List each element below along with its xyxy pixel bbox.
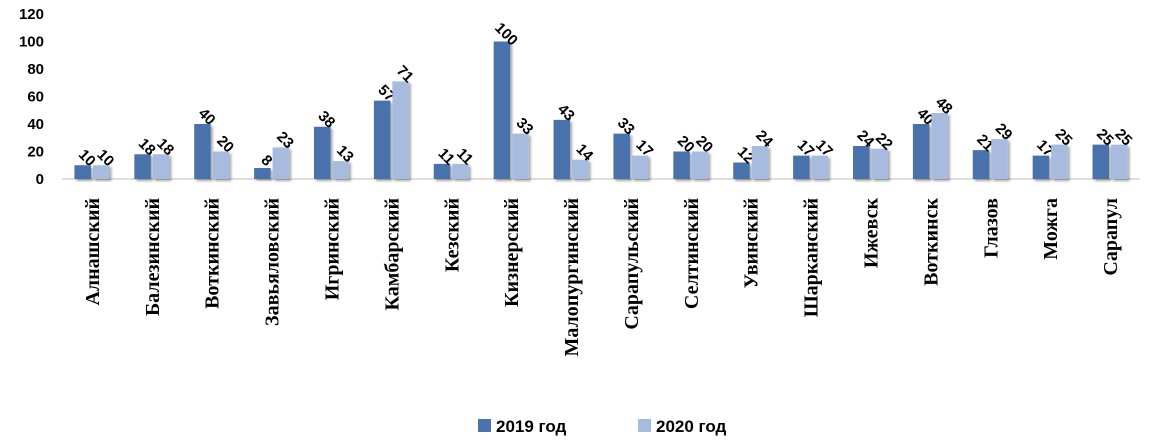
legend-swatch xyxy=(638,419,651,432)
bar-2020 xyxy=(751,146,769,179)
bar-2020 xyxy=(92,165,110,179)
category-label: Кизнерский xyxy=(501,198,523,307)
category-label: Балезинский xyxy=(142,198,164,316)
y-tick-label: 60 xyxy=(27,89,44,106)
bar-2020 xyxy=(212,151,230,179)
category-label: Шарканский xyxy=(801,198,823,317)
bar-2020 xyxy=(572,159,589,179)
bar-2019 xyxy=(194,124,211,179)
category-label: Глазов xyxy=(980,198,1002,258)
y-axis: 0 20 40 60 80 100 120 xyxy=(19,6,1140,188)
bar-2020 xyxy=(452,163,469,179)
category-label: Сарапульский xyxy=(621,198,643,330)
y-tick-label: 100 xyxy=(19,34,44,51)
bar-2019 xyxy=(553,119,571,179)
y-tick-label: 80 xyxy=(27,61,44,78)
bar-2019 xyxy=(254,168,271,179)
bar-2019 xyxy=(733,162,750,179)
bar-2020 xyxy=(931,113,948,179)
legend-swatch xyxy=(478,419,491,432)
bar-2020 xyxy=(691,151,709,179)
bar-2020 xyxy=(392,81,409,179)
y-tick-label: 120 xyxy=(19,6,44,23)
bar-2019 xyxy=(793,155,810,179)
bar-2019 xyxy=(972,150,990,179)
bar-2019 xyxy=(613,133,630,179)
bar-2020 xyxy=(631,155,649,179)
category-label: Малопургинский xyxy=(561,198,583,357)
bar-2019 xyxy=(493,41,511,179)
category-label: Кезский xyxy=(441,198,463,272)
bar-2020 xyxy=(871,148,888,179)
bar-2019 xyxy=(433,163,451,179)
bar-2020 xyxy=(1051,144,1068,179)
bar-2020 xyxy=(811,155,829,179)
bar-2019 xyxy=(74,165,91,179)
bar-2020 xyxy=(272,147,290,179)
bar-2020 xyxy=(332,161,349,179)
legend-label: 2019 год xyxy=(496,417,567,436)
bar-2020 xyxy=(152,154,170,179)
legend: 2019 год 2020 год xyxy=(478,417,727,436)
category-label: Ижевск xyxy=(861,198,883,269)
y-tick-label: 40 xyxy=(27,116,44,133)
x-axis-labels: Алнашский Балезинский Воткинский Завьяловск… xyxy=(82,198,1122,357)
category-label: Камбарский xyxy=(381,198,403,310)
category-label: Алнашский xyxy=(82,198,104,306)
category-label: Игринский xyxy=(322,198,344,300)
bar-2019 xyxy=(314,126,331,179)
category-label: Сарапул xyxy=(1100,198,1122,276)
category-label: Селтинский xyxy=(681,198,703,309)
bar-2019 xyxy=(853,146,870,179)
legend-label: 2020 год xyxy=(656,417,727,436)
bar-2020 xyxy=(1111,144,1128,179)
category-label: Воткинский xyxy=(202,198,224,309)
category-label: Завьяловский xyxy=(262,198,284,326)
bar-2019 xyxy=(1092,144,1110,179)
category-label: Увинский xyxy=(741,198,763,288)
y-tick-label: 0 xyxy=(36,171,44,188)
bar-2020 xyxy=(991,139,1008,179)
bar-2019 xyxy=(673,151,690,179)
bar-2019 xyxy=(912,124,930,179)
bar-2019 xyxy=(134,154,151,179)
category-label: Можга xyxy=(1040,198,1062,260)
bar-2019 xyxy=(1032,155,1050,179)
bar-2019 xyxy=(373,100,391,179)
y-tick-label: 20 xyxy=(27,144,44,161)
category-label: Воткинск xyxy=(920,198,942,286)
bar-2020 xyxy=(512,133,529,179)
